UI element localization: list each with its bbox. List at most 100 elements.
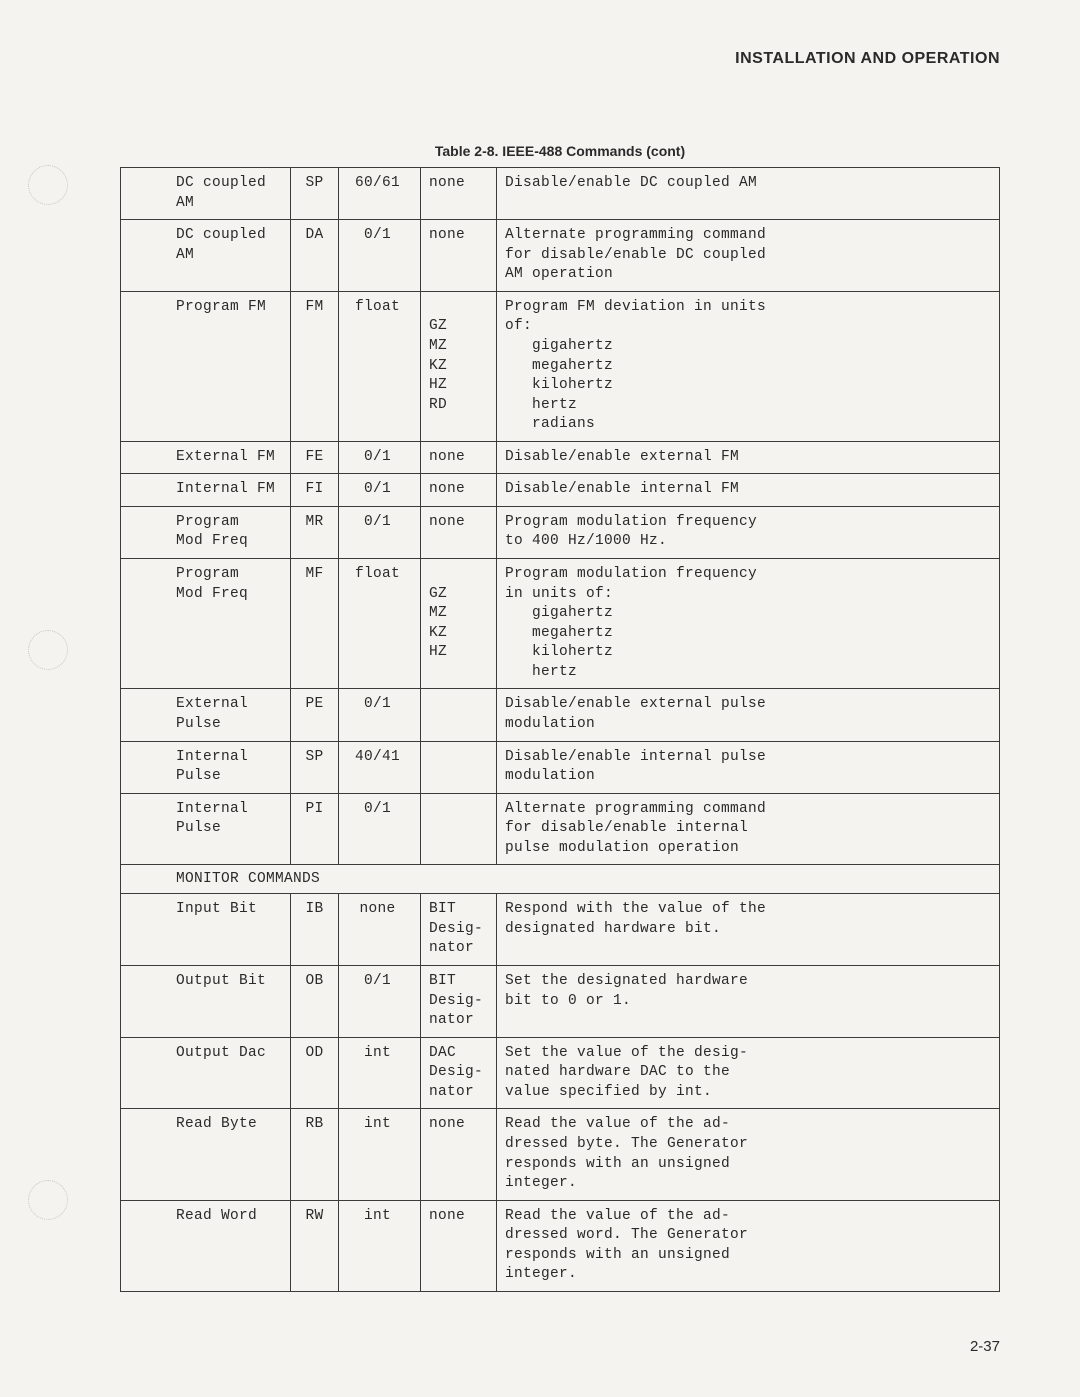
command-desc: Disable/enable internal pulse modulation [497, 741, 1000, 793]
punch-hole-ring [28, 1180, 68, 1220]
command-name: Read Byte [121, 1109, 291, 1200]
command-desc: Program FM deviation in units of: gigahe… [497, 291, 1000, 441]
table-row: Read WordRWintnoneRead the value of the … [121, 1200, 1000, 1291]
table-row: Program FMFMfloat GZ MZ KZ HZ RDProgram … [121, 291, 1000, 441]
command-desc: Respond with the value of the designated… [497, 894, 1000, 966]
command-name: Output Bit [121, 966, 291, 1038]
command-desc: Disable/enable external FM [497, 441, 1000, 474]
page-number: 2-37 [970, 1338, 1000, 1355]
command-arg: 0/1 [339, 474, 421, 507]
command-arg: int [339, 1037, 421, 1109]
command-code: FE [291, 441, 339, 474]
table-row: Internal PulseSP40/41 Disable/enable inte… [121, 741, 1000, 793]
command-code: IB [291, 894, 339, 966]
command-arg: int [339, 1200, 421, 1291]
table-row: Output BitOB0/1BIT Desig- natorSet the d… [121, 966, 1000, 1038]
command-term: none [421, 168, 497, 220]
table-row: Input BitIBnoneBIT Desig- natorRespond w… [121, 894, 1000, 966]
command-arg: float [339, 559, 421, 689]
command-term: none [421, 220, 497, 292]
command-name: Internal Pulse [121, 793, 291, 865]
command-code: FI [291, 474, 339, 507]
command-arg: 0/1 [339, 506, 421, 558]
table-row: Program Mod FreqMR0/1noneProgram modulat… [121, 506, 1000, 558]
section-header-cell: MONITOR COMMANDS [121, 865, 1000, 894]
command-desc: Read the value of the ad- dressed word. … [497, 1200, 1000, 1291]
command-arg: 0/1 [339, 689, 421, 741]
command-name: External Pulse [121, 689, 291, 741]
command-desc: Program modulation frequency to 400 Hz/1… [497, 506, 1000, 558]
table-row: Internal FMFI0/1noneDisable/enable inter… [121, 474, 1000, 507]
command-name: Program Mod Freq [121, 506, 291, 558]
command-name: Program Mod Freq [121, 559, 291, 689]
command-arg: 0/1 [339, 966, 421, 1038]
table-caption: Table 2-8. IEEE-488 Commands (cont) [120, 143, 1000, 159]
command-name: Program FM [121, 291, 291, 441]
command-arg: 0/1 [339, 220, 421, 292]
command-desc: Set the value of the desig- nated hardwa… [497, 1037, 1000, 1109]
command-arg: int [339, 1109, 421, 1200]
command-code: MR [291, 506, 339, 558]
command-desc: Program modulation frequency in units of… [497, 559, 1000, 689]
command-term [421, 689, 497, 741]
section-header-row: MONITOR COMMANDS [121, 865, 1000, 894]
punch-hole-ring [28, 630, 68, 670]
command-name: External FM [121, 441, 291, 474]
command-arg: 0/1 [339, 793, 421, 865]
command-term: none [421, 474, 497, 507]
table-row: DC coupled AMDA0/1noneAlternate programm… [121, 220, 1000, 292]
command-arg: 60/61 [339, 168, 421, 220]
table-row: Program Mod FreqMFfloat GZ MZ KZ HZProgr… [121, 559, 1000, 689]
command-name: Internal FM [121, 474, 291, 507]
command-code: MF [291, 559, 339, 689]
command-code: PI [291, 793, 339, 865]
table-row: DC coupled AMSP60/61noneDisable/enable D… [121, 168, 1000, 220]
command-term: none [421, 1109, 497, 1200]
command-code: SP [291, 168, 339, 220]
command-arg: float [339, 291, 421, 441]
command-code: FM [291, 291, 339, 441]
table-row: External FMFE0/1noneDisable/enable exter… [121, 441, 1000, 474]
command-desc: Read the value of the ad- dressed byte. … [497, 1109, 1000, 1200]
command-term: BIT Desig- nator [421, 966, 497, 1038]
command-arg: 40/41 [339, 741, 421, 793]
command-code: OB [291, 966, 339, 1038]
command-term: BIT Desig- nator [421, 894, 497, 966]
command-name: Internal Pulse [121, 741, 291, 793]
command-term: GZ MZ KZ HZ RD [421, 291, 497, 441]
commands-table: DC coupled AMSP60/61noneDisable/enable D… [120, 167, 1000, 1292]
punch-hole-ring [28, 165, 68, 205]
command-desc: Disable/enable internal FM [497, 474, 1000, 507]
command-name: Output Dac [121, 1037, 291, 1109]
command-code: DA [291, 220, 339, 292]
command-desc: Set the designated hardware bit to 0 or … [497, 966, 1000, 1038]
command-arg: none [339, 894, 421, 966]
command-desc: Disable/enable external pulse modulation [497, 689, 1000, 741]
command-term: DAC Desig- nator [421, 1037, 497, 1109]
command-arg: 0/1 [339, 441, 421, 474]
command-term [421, 741, 497, 793]
command-code: RB [291, 1109, 339, 1200]
command-name: Read Word [121, 1200, 291, 1291]
table-row: External PulsePE0/1 Disable/enable extern… [121, 689, 1000, 741]
command-desc: Alternate programming command for disabl… [497, 793, 1000, 865]
command-code: OD [291, 1037, 339, 1109]
command-code: PE [291, 689, 339, 741]
command-name: Input Bit [121, 894, 291, 966]
page-container: INSTALLATION AND OPERATION Table 2-8. IE… [0, 0, 1080, 1332]
command-term: GZ MZ KZ HZ [421, 559, 497, 689]
command-desc: Alternate programming command for disabl… [497, 220, 1000, 292]
table-row: Internal PulsePI0/1 Alternate programming… [121, 793, 1000, 865]
table-row: Output DacODintDAC Desig- natorSet the v… [121, 1037, 1000, 1109]
page-header: INSTALLATION AND OPERATION [120, 50, 1000, 68]
table-row: Read ByteRBintnoneRead the value of the … [121, 1109, 1000, 1200]
command-name: DC coupled AM [121, 220, 291, 292]
command-code: RW [291, 1200, 339, 1291]
command-term [421, 793, 497, 865]
command-name: DC coupled AM [121, 168, 291, 220]
command-term: none [421, 506, 497, 558]
command-term: none [421, 1200, 497, 1291]
command-desc: Disable/enable DC coupled AM [497, 168, 1000, 220]
command-term: none [421, 441, 497, 474]
command-code: SP [291, 741, 339, 793]
